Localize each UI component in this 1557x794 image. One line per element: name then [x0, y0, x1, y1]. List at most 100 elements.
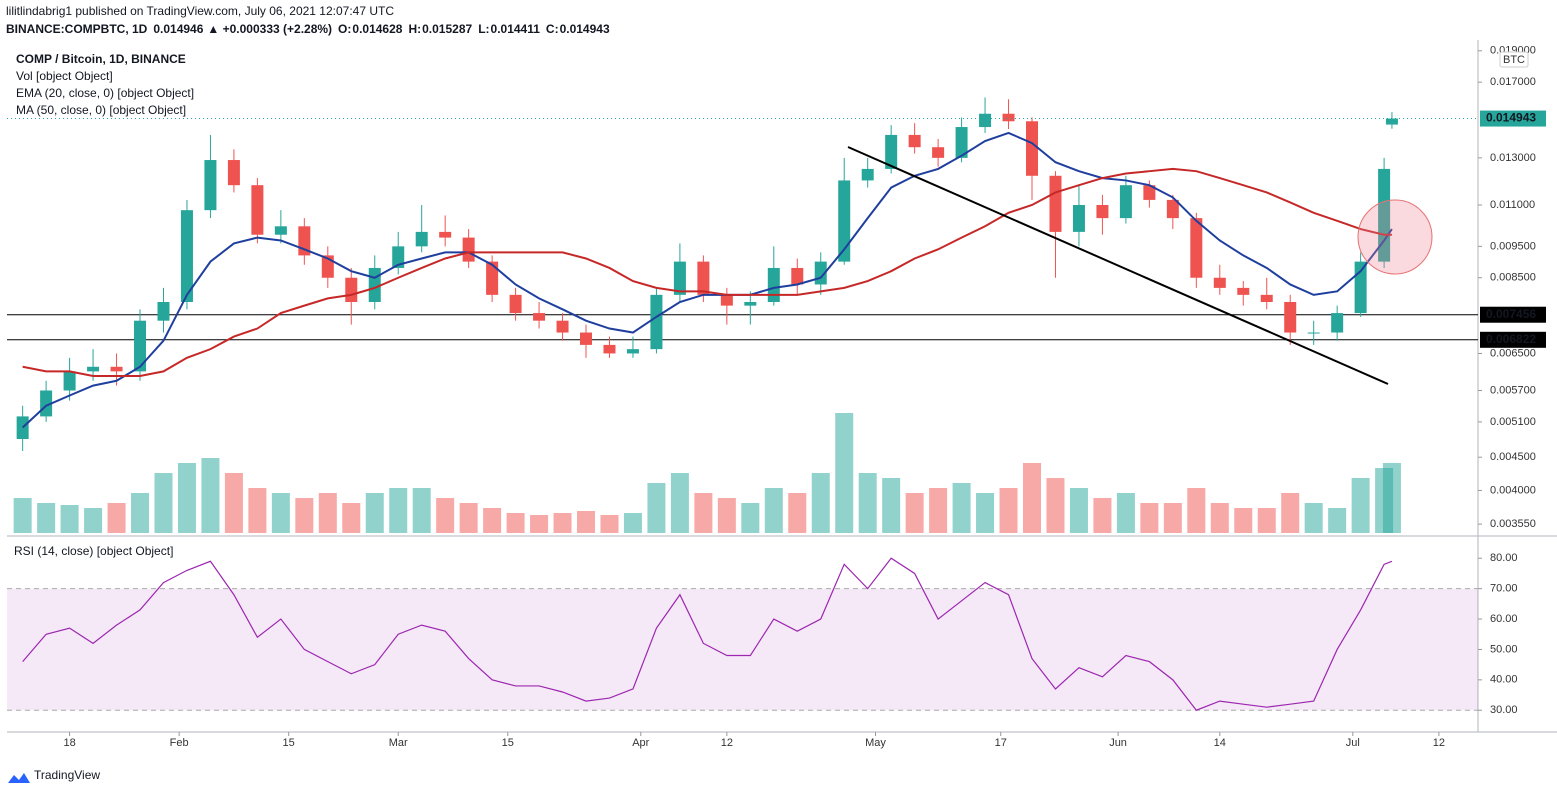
volume-bar	[530, 515, 549, 533]
volume-bar	[295, 498, 314, 533]
candle-body	[650, 294, 663, 350]
volume-bar	[764, 488, 783, 533]
candle-body	[885, 134, 898, 169]
volume-bar	[436, 498, 455, 533]
x-tick-label: 12	[721, 737, 733, 749]
candle-body	[1002, 113, 1015, 122]
candle-body	[1072, 204, 1085, 232]
candle-body	[626, 349, 639, 354]
chart-title: COMP / Bitcoin, 1D, BINANCE	[16, 52, 186, 66]
candle-body	[110, 366, 123, 372]
volume-bar	[1281, 493, 1300, 533]
candle-body	[204, 160, 217, 211]
ma-line	[22, 167, 1392, 378]
currency-badge	[1499, 51, 1529, 68]
x-tick-label: 15	[283, 737, 295, 749]
volume-bar	[717, 498, 736, 533]
volume-bar	[506, 513, 525, 533]
candle-body	[439, 231, 452, 238]
candle-body	[1354, 261, 1367, 314]
candle-body	[908, 134, 921, 148]
volume-bar	[1023, 463, 1042, 533]
candle-body	[1237, 287, 1250, 295]
volume-bar	[1187, 488, 1206, 533]
volume-bar	[318, 493, 337, 533]
legend-volume: Vol [object Object]	[16, 69, 113, 83]
volume-bar	[177, 463, 196, 533]
y-tick-label: 0.017000	[1490, 76, 1536, 88]
candle-body	[580, 332, 593, 345]
candle-body	[509, 294, 522, 314]
candle-body	[673, 261, 686, 295]
rsi-tick-label: 50.00	[1490, 643, 1518, 655]
legend-rsi: RSI (14, close) [object Object]	[14, 544, 173, 558]
last-price-box	[1480, 110, 1546, 127]
volume-bar	[788, 493, 807, 533]
candle-body	[87, 366, 100, 372]
volume-bar	[905, 493, 924, 533]
rsi-tick-label: 80.00	[1490, 552, 1518, 564]
y-tick-label: 0.004000	[1490, 484, 1536, 496]
candle-body	[345, 277, 358, 302]
ohlc-label: C:	[546, 22, 559, 36]
symbol-line: BINANCE:COMPBTC, 1D 0.014946 ▲ +0.000333 (…	[6, 22, 610, 36]
candle-body	[791, 267, 804, 285]
x-tick-label: 18	[63, 737, 75, 749]
candle-body	[1213, 277, 1226, 288]
volume-bar	[248, 488, 267, 533]
candle-body	[1096, 204, 1109, 219]
ma-line	[21, 131, 1393, 429]
symbol: BINANCE:COMPBTC, 1D	[6, 22, 148, 36]
y-tick-label: 0.008500	[1490, 272, 1536, 284]
volume-bar	[1093, 498, 1112, 533]
x-tick-label: Jun	[1109, 737, 1127, 749]
volume-bar	[882, 478, 901, 533]
candle-body	[1143, 185, 1156, 200]
logo	[8, 773, 30, 783]
y-tick-label: 0.004500	[1490, 451, 1536, 463]
volume-bar	[1116, 493, 1135, 533]
volume-bar	[271, 493, 290, 533]
volume-bar	[459, 503, 478, 533]
candle-body	[134, 320, 147, 372]
ohlc-value: 0.014943	[560, 22, 610, 36]
candle-body	[603, 344, 616, 354]
ohlc-label: O:	[338, 22, 351, 36]
y-tick-label: 0.006500	[1490, 347, 1536, 359]
rsi-tick-label: 60.00	[1490, 613, 1518, 625]
level-label: 0.007456	[1486, 307, 1536, 321]
volume-bar	[1382, 463, 1401, 533]
x-tick-label: Mar	[389, 737, 408, 749]
volume-bar	[1351, 478, 1370, 533]
candle-body	[556, 320, 569, 333]
legend-ema: EMA (20, close, 0) [object Object]	[16, 86, 194, 100]
publish-info: lilitlindabrig1 published on TradingView…	[6, 4, 394, 18]
volume-bar	[1140, 503, 1159, 533]
x-tick-label: Feb	[170, 737, 189, 749]
ohlc-value: 0.014628	[352, 22, 402, 36]
volume-bar	[389, 488, 408, 533]
volume-bar	[553, 513, 572, 533]
trend-line	[847, 146, 1389, 385]
candle-body	[16, 416, 29, 439]
y-tick-label: 0.005700	[1490, 384, 1536, 396]
brand: TradingView	[34, 768, 100, 782]
candle-body	[1284, 301, 1297, 333]
volume-bar	[600, 515, 619, 533]
candle-body	[1378, 168, 1391, 262]
candle-body	[180, 210, 193, 302]
volume-bar	[577, 511, 596, 533]
candle-body	[861, 168, 874, 181]
rsi-tick-label: 70.00	[1490, 583, 1518, 595]
candle-body	[63, 371, 76, 391]
x-tick-label: 15	[502, 737, 514, 749]
rsi-tick-label: 40.00	[1490, 674, 1518, 686]
ohlc-value: 0.015287	[422, 22, 472, 36]
volume-bar	[201, 458, 220, 533]
volume-bar	[224, 473, 243, 533]
volume-bar	[107, 503, 126, 533]
x-tick-label: May	[865, 737, 886, 749]
volume-bar	[342, 503, 361, 533]
candle-body	[1331, 313, 1344, 333]
volume-bar	[13, 498, 32, 533]
